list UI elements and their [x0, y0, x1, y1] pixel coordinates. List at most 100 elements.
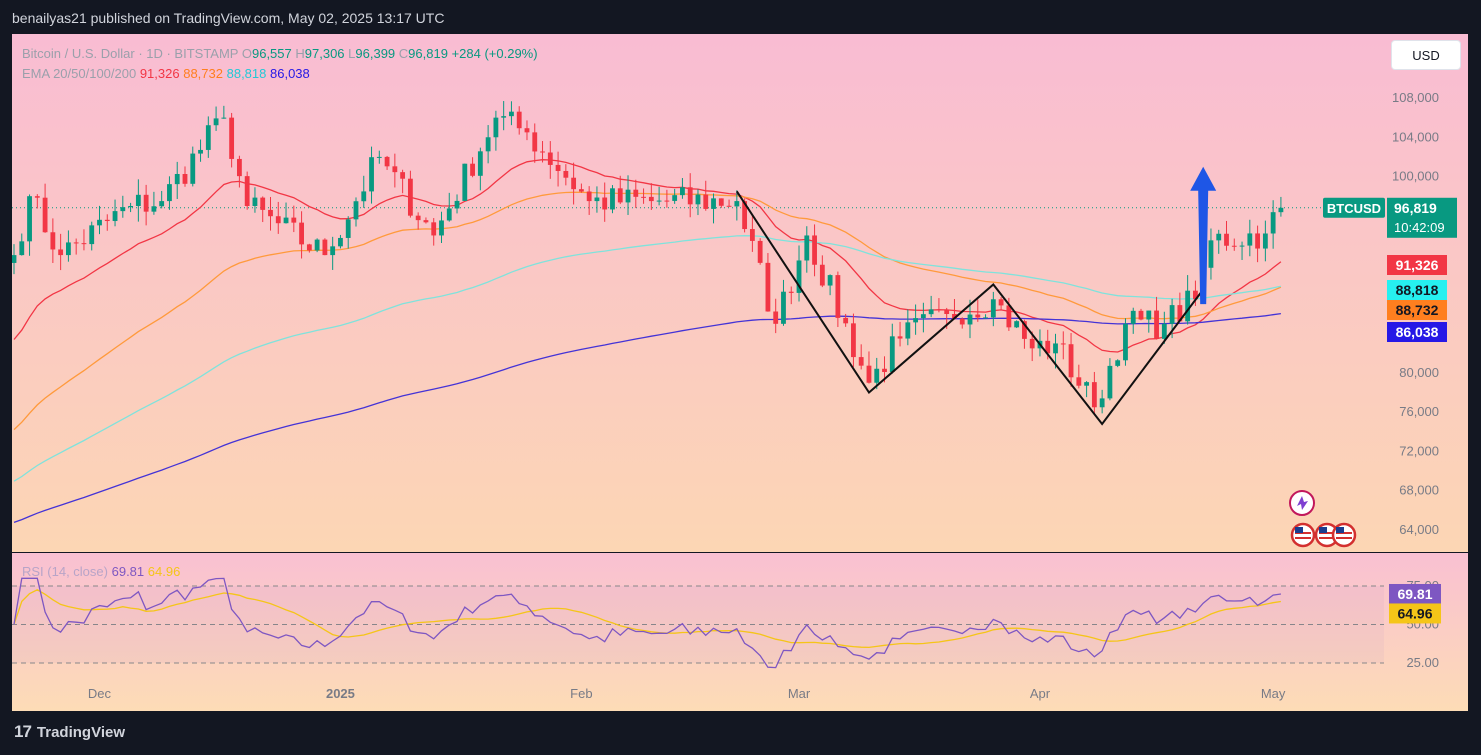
- candle: [1130, 307, 1136, 334]
- open-value: 96,557: [251, 46, 292, 61]
- candle: [1123, 318, 1128, 366]
- candle: [819, 255, 825, 288]
- candle: [275, 201, 281, 234]
- candle: [851, 313, 856, 367]
- candle: [338, 234, 343, 249]
- candle: [376, 150, 382, 164]
- candle: [967, 299, 973, 339]
- candle: [796, 245, 802, 302]
- candle: [159, 190, 165, 209]
- svg-text:69.81: 69.81: [1397, 586, 1432, 602]
- tradingview-logo-icon: 17: [14, 722, 32, 741]
- candle: [198, 139, 203, 162]
- candle: [1216, 229, 1222, 254]
- candle: [1068, 333, 1074, 387]
- ema200-value: 86,038: [270, 66, 310, 81]
- candle: [1084, 381, 1090, 398]
- candle: [1185, 275, 1191, 325]
- candle: [672, 188, 678, 204]
- ema50-value: 88,732: [183, 66, 223, 81]
- candle: [959, 317, 965, 329]
- change-value: +284 (+0.29%): [451, 46, 538, 61]
- publisher-header: benailyas21 published on TradingView.com…: [12, 10, 445, 26]
- ema-value-tag: 88,818: [1387, 280, 1447, 300]
- rsi-ma-tag: 64.96: [1389, 603, 1441, 624]
- candle: [477, 147, 483, 191]
- candle: [1177, 292, 1183, 322]
- candle: [330, 236, 336, 270]
- svg-text:10:42:09: 10:42:09: [1394, 220, 1445, 235]
- close-value: 96,819: [408, 46, 448, 61]
- candle: [73, 238, 79, 255]
- candle: [757, 238, 763, 265]
- candle: [81, 229, 87, 251]
- candle: [1262, 220, 1268, 262]
- candle: [1091, 371, 1097, 415]
- candle: [42, 183, 48, 233]
- candle: [58, 233, 64, 271]
- candle: [213, 106, 219, 131]
- candle: [555, 151, 561, 187]
- chart-frame[interactable]: 108,000 104,000 100,000 80,000 76,000 72,000 6…: [12, 34, 1468, 711]
- candle: [268, 196, 273, 231]
- candle: [578, 183, 584, 193]
- candle: [112, 199, 118, 227]
- currency-button[interactable]: USD: [1391, 40, 1461, 70]
- chart-legend: Bitcoin / U.S. Dollar · 1D · BITSTAMP O9…: [22, 44, 538, 84]
- candle: [749, 214, 755, 252]
- candle: [415, 212, 421, 230]
- candle: [641, 188, 646, 204]
- svg-text:91,326: 91,326: [1396, 257, 1439, 273]
- y-tick-label: 108,000: [1392, 90, 1439, 105]
- candle: [392, 153, 398, 188]
- candle: [244, 171, 250, 210]
- x-tick-label: Mar: [788, 686, 811, 701]
- candle: [532, 123, 538, 163]
- svg-text:88,818: 88,818: [1396, 282, 1439, 298]
- candle: [493, 110, 499, 151]
- candle: [571, 162, 577, 205]
- symbol-label: Bitcoin / U.S. Dollar · 1D · BITSTAMP: [22, 46, 239, 61]
- svg-text:88,732: 88,732: [1396, 302, 1439, 318]
- candle: [1208, 228, 1214, 280]
- spark-icon[interactable]: [1289, 490, 1315, 516]
- candle: [952, 299, 957, 320]
- candle: [446, 192, 452, 222]
- rsi-legend: RSI (14, close) 69.81 64.96: [22, 564, 180, 579]
- arrow-up-icon[interactable]: [1190, 166, 1217, 305]
- candle: [990, 291, 996, 327]
- candle: [913, 304, 919, 335]
- rsi-band: [12, 586, 1384, 663]
- candle: [1193, 280, 1198, 306]
- rsi-label: RSI (14, close): [22, 564, 108, 579]
- y-tick-label: 80,000: [1399, 365, 1439, 380]
- candle: [874, 357, 880, 390]
- w-pattern-line[interactable]: [735, 190, 1204, 426]
- ema100-value: 88,818: [226, 66, 267, 81]
- candle: [1076, 364, 1082, 389]
- candle: [182, 166, 188, 187]
- candle: [897, 321, 903, 347]
- candle: [1099, 389, 1105, 414]
- candle: [252, 187, 258, 213]
- candle: [167, 176, 172, 210]
- rsi-y-tick-label: 25.00: [1406, 655, 1439, 670]
- y-tick-label: 100,000: [1392, 169, 1439, 184]
- us-flag-icon-3[interactable]: [1331, 522, 1357, 548]
- candle: [151, 191, 157, 215]
- candle: [439, 211, 444, 244]
- candle: [1146, 310, 1152, 333]
- footer-brand[interactable]: 17 TradingView: [14, 722, 125, 742]
- candle: [353, 197, 359, 227]
- candle: [695, 189, 701, 216]
- candle: [788, 286, 794, 305]
- candle: [322, 238, 328, 256]
- candle: [34, 194, 40, 209]
- candle: [97, 205, 102, 235]
- candle: [656, 186, 662, 206]
- candle: [1060, 331, 1066, 360]
- us-flag-icon-1[interactable]: [1290, 522, 1316, 548]
- candle: [190, 146, 196, 187]
- chart-canvas[interactable]: 108,000 104,000 100,000 80,000 76,000 72,000 6…: [12, 34, 1468, 711]
- candle: [12, 244, 17, 275]
